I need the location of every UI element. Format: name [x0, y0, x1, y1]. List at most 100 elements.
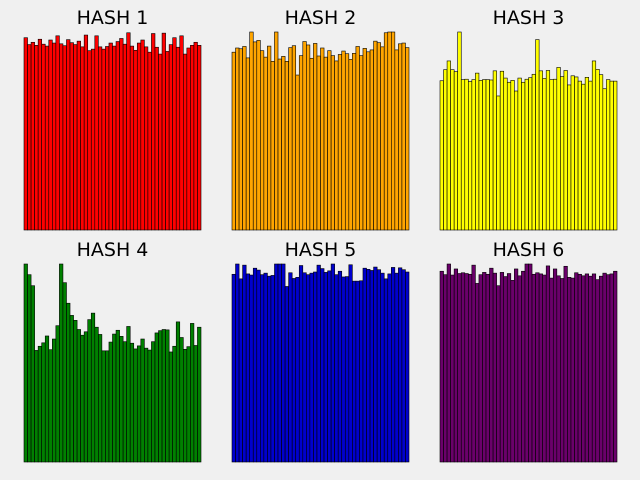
bar-2-3	[238, 48, 243, 231]
bar-2-33	[344, 53, 350, 231]
bar-5-5	[245, 273, 251, 463]
bar-3-47	[602, 88, 607, 231]
bar-1-33	[136, 42, 142, 231]
bar-3-42	[584, 77, 589, 231]
bar-1-29	[122, 43, 127, 231]
bar-2-18	[291, 45, 297, 231]
bar-6-3	[446, 263, 451, 463]
chart-panel-6: HASH 6	[439, 239, 618, 463]
bar-6-16	[492, 272, 497, 463]
bar-3-1	[439, 80, 444, 231]
chart-title-6: HASH 6	[493, 239, 565, 261]
bar-5-31	[337, 270, 343, 463]
bar-3-8	[464, 78, 469, 231]
bar-3-41	[581, 83, 586, 231]
bar-3-10	[471, 79, 476, 231]
bar-3-30	[542, 78, 547, 231]
bar-3-46	[598, 74, 604, 231]
bar-4-24	[105, 350, 110, 463]
bar-1-17	[80, 46, 85, 231]
bar-4-7	[44, 335, 50, 463]
bar-5-13	[274, 263, 279, 463]
bar-6-36	[563, 265, 568, 463]
bar-4-19	[87, 319, 92, 463]
bar-4-22	[98, 334, 103, 463]
bar-4-41	[165, 329, 170, 463]
bar-5-34	[348, 264, 353, 463]
bar-3-21	[510, 80, 515, 231]
bar-6-11	[475, 283, 480, 463]
bar-2-16	[284, 61, 289, 231]
bar-6-49	[609, 273, 614, 463]
bar-1-41	[165, 51, 170, 231]
bar-3-16	[492, 70, 497, 231]
bar-5-26	[320, 268, 325, 463]
bar-2-29	[330, 55, 335, 231]
bar-4-27	[115, 329, 120, 463]
bar-4-37	[151, 341, 156, 463]
bar-1-5	[37, 38, 42, 231]
bar-1-42	[168, 44, 173, 231]
bar-2-46	[390, 31, 396, 231]
bar-2-37	[359, 55, 364, 231]
bar-2-43	[380, 46, 385, 231]
bar-1-15	[73, 44, 78, 231]
bar-2-14	[277, 58, 282, 231]
bar-5-50	[405, 271, 410, 463]
bar-1-26	[112, 45, 117, 231]
bar-4-1	[23, 263, 28, 463]
bar-5-33	[344, 276, 350, 463]
bar-2-20	[298, 55, 304, 231]
bar-5-7	[252, 267, 258, 463]
bar-4-29	[122, 341, 127, 463]
bar-6-17	[496, 285, 501, 463]
bar-3-39	[574, 76, 579, 231]
bar-1-27	[115, 41, 120, 231]
chart-panel-3: HASH 3	[439, 7, 618, 231]
bar-1-18	[83, 34, 89, 231]
bar-6-27	[531, 273, 536, 463]
bar-2-2	[235, 47, 240, 231]
bar-5-18	[291, 278, 297, 463]
bar-5-42	[376, 269, 381, 463]
bar-5-38	[362, 267, 367, 463]
bar-4-4	[34, 350, 39, 463]
bar-6-30	[542, 274, 547, 463]
bar-3-32	[549, 79, 554, 231]
bar-5-21	[302, 272, 307, 463]
bar-6-41	[581, 275, 586, 463]
bar-2-25	[316, 55, 321, 231]
bar-2-7	[252, 41, 258, 231]
bar-4-31	[129, 342, 135, 463]
bar-6-39	[574, 272, 579, 463]
bar-6-8	[464, 273, 469, 463]
bar-5-14	[277, 263, 282, 463]
bar-5-37	[359, 280, 364, 463]
bar-1-20	[90, 48, 96, 231]
bar-6-5	[453, 268, 459, 463]
bar-3-48	[606, 79, 611, 231]
bar-6-43	[588, 275, 593, 463]
bar-2-24	[313, 43, 318, 231]
bar-2-44	[383, 32, 389, 231]
bar-1-7	[44, 45, 50, 231]
bar-4-2	[27, 274, 32, 463]
bar-6-29	[538, 273, 543, 463]
bar-6-45	[595, 279, 600, 463]
bar-5-17	[288, 272, 293, 463]
bar-4-6	[41, 342, 46, 463]
bar-4-28	[119, 336, 124, 463]
bar-5-12	[270, 275, 275, 463]
bar-5-28	[327, 270, 332, 463]
bar-6-48	[606, 274, 611, 463]
bar-5-32	[341, 276, 346, 463]
bar-3-31	[545, 70, 551, 231]
bar-1-32	[133, 49, 138, 231]
bar-3-9	[468, 81, 473, 231]
bar-2-15	[281, 56, 286, 231]
bar-1-43	[172, 37, 177, 231]
bar-3-22	[514, 90, 519, 231]
bar-4-49	[193, 345, 198, 463]
bar-6-13	[482, 272, 487, 463]
bar-4-5	[37, 345, 42, 463]
